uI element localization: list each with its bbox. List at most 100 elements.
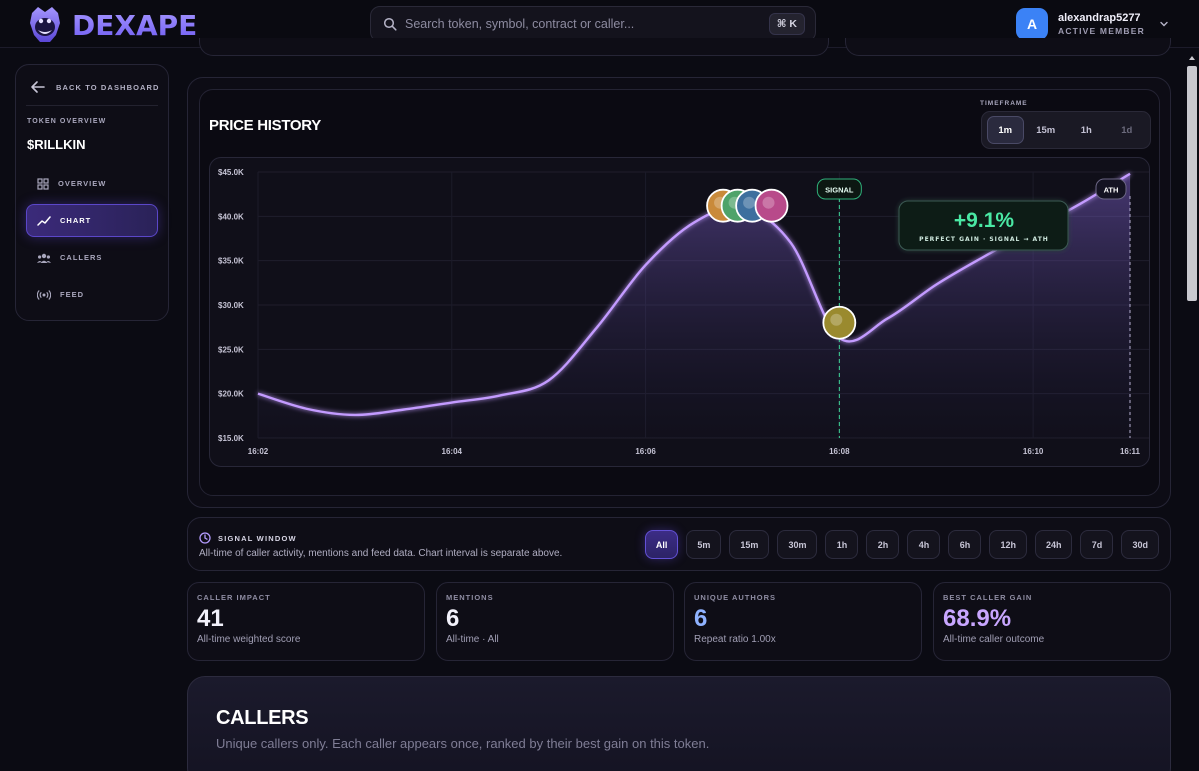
caller-avatar-highlight <box>743 196 756 209</box>
x-tick-label: 16:04 <box>442 447 463 456</box>
chevron-down-icon[interactable] <box>1159 19 1169 29</box>
stat-card-caller-impact: CALLER IMPACT 41 All-time weighted score <box>187 582 425 661</box>
price-history-card: PRICE HISTORY TIMEFRAME 1m 15m 1h 1d $15… <box>199 89 1160 496</box>
ape-logo-icon <box>26 5 64 45</box>
sidebar-item-overview[interactable]: OVERVIEW <box>26 167 158 200</box>
sidebar-item-chart[interactable]: CHART <box>26 204 158 237</box>
sidebar: BACK TO DASHBOARD TOKEN OVERVIEW $RILLKI… <box>15 64 169 321</box>
signal-window-option-24h[interactable]: 24h <box>1034 530 1073 559</box>
timeframe-selector: 1m 15m 1h 1d <box>981 111 1151 149</box>
search-input[interactable] <box>405 17 769 31</box>
x-tick-label: 16:06 <box>635 447 656 456</box>
stat-card-unique-authors: UNIQUE AUTHORS 6 Repeat ratio 1.00x <box>684 582 922 661</box>
stat-value: 41 <box>197 605 224 632</box>
x-tick-label: 16:11 <box>1120 447 1141 456</box>
signal-window-description: All-time of caller activity, mentions an… <box>199 548 563 559</box>
signal-window-option-5m[interactable]: 5m <box>686 530 722 559</box>
back-label: BACK TO DASHBOARD <box>56 82 160 92</box>
timeframe-15m-button[interactable]: 15m <box>1036 124 1056 136</box>
sidebar-item-label: CHART <box>60 216 92 225</box>
y-tick-label: $20.0K <box>218 390 244 399</box>
avatar[interactable]: A <box>1016 8 1048 40</box>
search-bar[interactable]: ⌘ K <box>370 6 816 42</box>
token-symbol: $RILLKIN <box>27 137 86 152</box>
x-tick-label: 16:02 <box>248 447 269 456</box>
scroll-up-arrow-icon[interactable] <box>1188 54 1196 62</box>
stat-label: MENTIONS <box>446 593 494 602</box>
grid-icon <box>37 177 49 190</box>
signal-window-option-15m[interactable]: 15m <box>729 530 770 559</box>
signal-window-option-4h[interactable]: 4h <box>907 530 941 559</box>
timeframe-1m-button[interactable]: 1m <box>987 116 1024 144</box>
signal-window-option-30d[interactable]: 30d <box>1121 530 1159 559</box>
signal-window-option-7d[interactable]: 7d <box>1080 530 1114 559</box>
page-scrollbar[interactable] <box>1185 48 1199 771</box>
user-role: ACTIVE MEMBER <box>1058 25 1145 36</box>
caller-avatar-highlight <box>830 313 843 326</box>
page-title: PRICE HISTORY <box>209 117 321 134</box>
signal-window-option-1h[interactable]: 1h <box>825 530 859 559</box>
top-bar: DEXAPE ⌘ K A alexandrap5277 ACTIVE MEMBE… <box>0 0 1199 48</box>
users-icon <box>37 253 51 263</box>
stat-label: BEST CALLER GAIN <box>943 593 1033 602</box>
sidebar-item-feed[interactable]: FEED <box>26 278 158 311</box>
price-chart[interactable]: $15.0K $20.0K $25.0K $30.0K $35.0K $40.0K $45.… <box>209 157 1150 467</box>
back-to-dashboard-link[interactable]: BACK TO DASHBOARD <box>30 79 160 95</box>
signal-window-option-2h[interactable]: 2h <box>866 530 900 559</box>
signal-window-panel: SIGNAL WINDOW All-time of caller activit… <box>187 517 1171 571</box>
stat-subtext: All-time weighted score <box>197 634 301 645</box>
x-tick-label: 16:10 <box>1023 447 1044 456</box>
sidebar-item-label: CALLERS <box>60 253 103 262</box>
signal-window-option-6h[interactable]: 6h <box>948 530 982 559</box>
stat-subtext: Repeat ratio 1.00x <box>694 634 776 645</box>
sidebar-item-label: OVERVIEW <box>58 179 107 188</box>
timeframe-1d-button[interactable]: 1d <box>1121 124 1133 136</box>
signal-window-option-all[interactable]: All <box>644 530 679 559</box>
stat-card-best-caller-gain: BEST CALLER GAIN 68.9% All-time caller o… <box>933 582 1171 661</box>
price-area <box>258 173 1130 439</box>
sidebar-item-callers[interactable]: CALLERS <box>26 241 158 274</box>
signal-marker-label: SIGNAL <box>825 186 854 195</box>
stat-label: UNIQUE AUTHORS <box>694 593 777 602</box>
ath-marker-badge <box>1095 178 1127 200</box>
gain-badge-label: PERFECT GAIN · SIGNAL → ATH <box>919 236 1049 243</box>
signal-window-option-30m[interactable]: 30m <box>777 530 818 559</box>
stat-value: 68.9% <box>943 605 1012 632</box>
callers-section: CALLERS Unique callers only. Each caller… <box>187 676 1171 771</box>
stat-value: 6 <box>446 605 460 632</box>
timeframe-1h-button[interactable]: 1h <box>1080 124 1092 136</box>
caller-avatar-marker[interactable] <box>754 188 789 223</box>
brand-logo[interactable]: DEXAPE <box>26 4 197 46</box>
gain-badge <box>898 200 1069 251</box>
y-tick-label: $40.0K <box>218 212 244 221</box>
price-line <box>257 172 1131 417</box>
stat-label: CALLER IMPACT <box>197 593 271 602</box>
y-tick-label: $25.0K <box>218 345 244 354</box>
signal-window-title: SIGNAL WINDOW <box>218 533 297 543</box>
timeframe-label: TIMEFRAME <box>980 100 1028 107</box>
scrollbar-thumb[interactable] <box>1187 66 1197 301</box>
sidebar-item-label: FEED <box>60 290 85 299</box>
caller-avatar-marker[interactable] <box>822 305 857 340</box>
stat-card-mentions: MENTIONS 6 All-time · All <box>436 582 674 661</box>
callers-title: CALLERS <box>216 707 309 729</box>
user-menu[interactable]: A alexandrap5277 ACTIVE MEMBER <box>1016 8 1169 40</box>
clock-icon <box>199 532 211 544</box>
user-name: alexandrap5277 <box>1058 12 1141 25</box>
sidebar-nav: OVERVIEW CHART CALLERS <box>26 167 158 315</box>
y-tick-label: $35.0K <box>218 257 244 266</box>
token-overline: TOKEN OVERVIEW <box>27 118 107 125</box>
y-tick-label: $30.0K <box>218 301 244 310</box>
search-shortcut-badge: ⌘ K <box>768 13 805 35</box>
broadcast-icon <box>37 289 51 300</box>
arrow-left-icon <box>31 81 45 93</box>
ath-marker-label: ATH <box>1104 186 1119 195</box>
caller-avatar-highlight <box>762 196 775 209</box>
brand-name: DEXAPE <box>72 8 198 42</box>
price-chart-svg[interactable]: $15.0K $20.0K $25.0K $30.0K $35.0K $40.0K $45.… <box>210 158 1150 467</box>
signal-window-option-12h[interactable]: 12h <box>989 530 1027 559</box>
price-history-panel: PRICE HISTORY TIMEFRAME 1m 15m 1h 1d $15… <box>187 77 1171 508</box>
signal-marker-badge <box>816 178 862 200</box>
top-panel-left-edge <box>199 38 829 56</box>
y-tick-label: $15.0K <box>218 434 244 443</box>
